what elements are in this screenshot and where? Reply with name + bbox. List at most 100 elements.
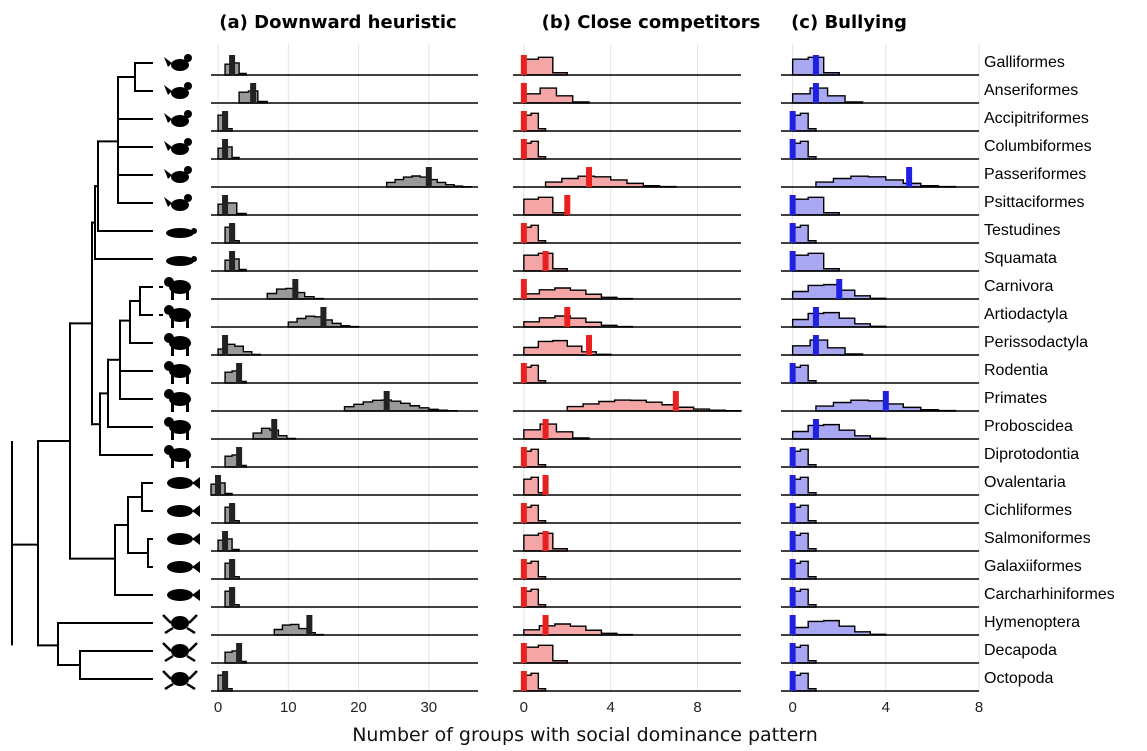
observed-marker xyxy=(520,83,527,103)
distribution-area xyxy=(791,224,817,244)
distribution-area xyxy=(523,339,612,356)
distribution-area xyxy=(523,364,547,384)
observed-marker xyxy=(586,167,592,187)
observed-marker xyxy=(520,503,527,523)
observed-marker xyxy=(520,643,527,663)
distribution-area xyxy=(566,399,742,412)
observed-marker xyxy=(542,615,549,635)
animal-silhouette-icon xyxy=(164,54,192,71)
distribution-area xyxy=(791,252,840,272)
animal-silhouette-icon xyxy=(167,561,200,573)
observed-marker xyxy=(789,447,796,467)
observed-marker xyxy=(320,307,327,327)
order-label: Squamata xyxy=(984,250,1057,267)
distribution-area xyxy=(210,482,233,496)
distribution-area xyxy=(217,538,240,552)
distribution-area xyxy=(273,623,325,636)
order-label: Passeriformes xyxy=(984,166,1086,183)
order-label: Galaxiiformes xyxy=(984,558,1082,575)
order-label: Carcharhiniformes xyxy=(984,586,1115,603)
observed-marker xyxy=(520,363,527,383)
animal-silhouette-icon xyxy=(164,82,192,99)
observed-marker xyxy=(789,587,796,607)
observed-marker xyxy=(672,391,679,411)
animal-silhouette-icon xyxy=(167,477,200,489)
animal-silhouette-icon xyxy=(164,194,192,211)
order-labels: Galliformes Anseriformes Accipitriformes Co… xyxy=(984,54,1115,687)
distribution-area xyxy=(343,399,458,412)
order-label: Hymenoptera xyxy=(984,614,1080,631)
x-tick-label: 8 xyxy=(975,699,983,716)
panel-title: (b) Close competitors xyxy=(542,12,761,33)
observed-marker xyxy=(542,419,549,439)
animal-silhouette-icon xyxy=(164,305,191,328)
distribution-area xyxy=(523,423,590,440)
observed-marker xyxy=(564,195,571,215)
distribution-area xyxy=(523,588,547,608)
observed-marker xyxy=(789,531,796,551)
observed-marker xyxy=(812,335,819,355)
observed-marker xyxy=(222,671,229,691)
animal-silhouette-icon xyxy=(164,361,191,384)
x-tick-label: 0 xyxy=(788,699,796,716)
x-tick-label: 20 xyxy=(350,699,367,716)
observed-marker xyxy=(520,559,527,579)
animal-silhouette-icon xyxy=(167,589,200,601)
distribution-area xyxy=(523,315,634,328)
animal-silhouette-icon xyxy=(162,670,198,691)
observed-marker xyxy=(812,307,819,327)
observed-marker xyxy=(222,335,229,355)
observed-marker xyxy=(520,279,527,299)
distribution-area xyxy=(523,560,547,580)
x-tick-label: 8 xyxy=(693,699,701,716)
observed-marker xyxy=(520,139,527,159)
panel-2: (b) Close competitors 0 4 8 xyxy=(513,12,760,716)
animal-silhouette-icon xyxy=(164,445,191,468)
observed-marker xyxy=(222,531,229,551)
observed-marker xyxy=(789,643,796,663)
distribution-area xyxy=(217,146,240,160)
observed-marker xyxy=(789,139,796,159)
order-label: Anseriformes xyxy=(984,82,1078,99)
observed-marker xyxy=(520,223,527,243)
observed-marker xyxy=(789,195,796,215)
observed-marker xyxy=(520,447,527,467)
distribution-area xyxy=(791,448,817,468)
animal-silhouette-icon xyxy=(164,138,192,155)
distribution-area xyxy=(791,112,817,132)
observed-marker xyxy=(812,55,819,75)
distribution-area xyxy=(224,650,247,664)
distribution-area xyxy=(224,370,247,384)
distribution-area xyxy=(791,588,817,608)
observed-marker xyxy=(520,671,527,691)
x-axis-label: Number of groups with social dominance p… xyxy=(352,724,818,746)
observed-marker xyxy=(250,83,257,103)
observed-marker xyxy=(229,223,236,243)
order-label: Octopoda xyxy=(984,670,1053,687)
observed-marker xyxy=(229,251,236,271)
observed-marker xyxy=(542,531,549,551)
order-label: Decapoda xyxy=(984,642,1057,659)
animal-silhouette-icon xyxy=(166,256,197,266)
observed-marker xyxy=(789,671,796,691)
order-label: Artiodactyla xyxy=(984,306,1068,323)
observed-marker xyxy=(564,307,571,327)
observed-marker xyxy=(789,475,796,495)
distribution-area xyxy=(224,454,247,468)
observed-marker xyxy=(383,391,390,411)
animal-silhouette-icon xyxy=(164,277,191,300)
order-label: Carnivora xyxy=(984,278,1053,295)
animal-silhouette-icon xyxy=(162,614,198,635)
animal-silhouette-icon xyxy=(164,417,191,440)
animal-silhouette-icon xyxy=(167,533,200,545)
distribution-area xyxy=(791,672,817,692)
animal-silhouette-icon xyxy=(167,505,200,517)
distribution-area xyxy=(224,62,247,76)
order-label: Columbiformes xyxy=(984,138,1092,155)
phylogenetic-tree xyxy=(11,62,163,680)
observed-marker xyxy=(292,279,299,299)
distribution-area xyxy=(791,364,817,384)
observed-marker xyxy=(789,559,796,579)
animal-silhouette-icon xyxy=(164,110,192,127)
order-label: Ovalentaria xyxy=(984,474,1066,491)
